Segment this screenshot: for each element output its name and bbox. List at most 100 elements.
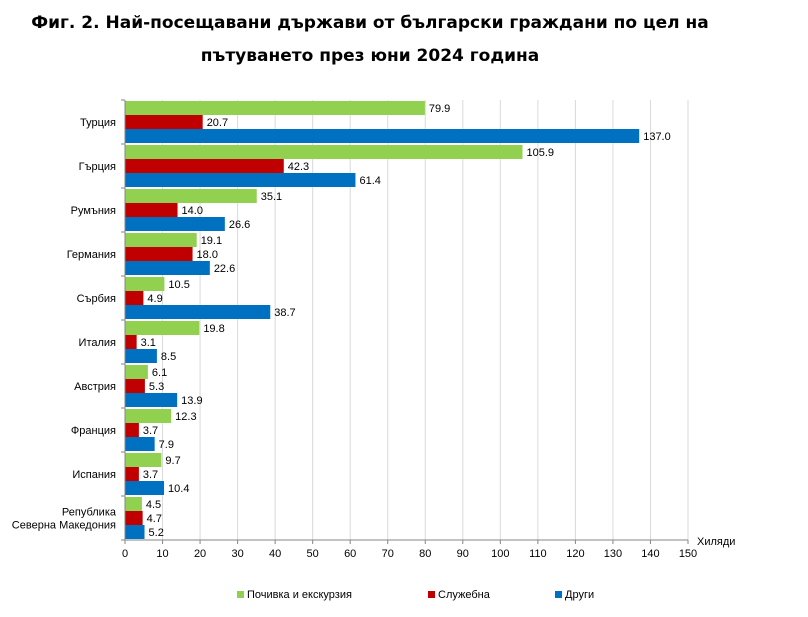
bar <box>125 101 425 115</box>
x-tick-label: 80 <box>419 548 431 560</box>
bar-value-label: 79.9 <box>429 103 450 115</box>
x-tick-label: 90 <box>457 548 469 560</box>
bar <box>125 453 162 467</box>
bar <box>125 335 137 349</box>
bar <box>125 217 225 231</box>
bar-value-label: 35.1 <box>261 191 282 203</box>
bar <box>125 525 145 539</box>
category-label: Република <box>62 507 117 519</box>
x-tick-label: 30 <box>231 548 243 560</box>
bar <box>125 277 165 291</box>
bar-value-label: 5.2 <box>149 527 164 539</box>
bar-value-label: 137.0 <box>643 131 671 143</box>
bar <box>125 467 139 481</box>
bar-value-label: 20.7 <box>207 117 228 129</box>
bar <box>125 349 157 363</box>
bar-value-label: 19.1 <box>201 235 222 247</box>
bar-value-label: 26.6 <box>229 219 250 231</box>
x-tick-label: 150 <box>679 548 697 560</box>
category-label: Румъния <box>71 205 116 217</box>
bar <box>125 511 143 525</box>
chart-title-line-2: пътуването през юни 2024 година <box>200 46 540 66</box>
category-label: Испания <box>72 469 116 481</box>
bar-value-label: 3.7 <box>143 469 158 481</box>
bar-value-label: 4.7 <box>147 513 162 525</box>
category-label: Франция <box>71 425 116 437</box>
bar-value-label: 12.3 <box>175 411 196 423</box>
bar-value-label: 3.1 <box>141 337 156 349</box>
category-label: Сърбия <box>77 293 116 305</box>
bar-value-label: 13.9 <box>181 395 202 407</box>
bar <box>125 437 155 451</box>
x-tick-label: 10 <box>156 548 168 560</box>
bar-value-label: 61.4 <box>359 175 380 187</box>
bar <box>125 481 165 495</box>
bar <box>125 365 148 379</box>
x-tick-label: 40 <box>269 548 281 560</box>
chart-title-line-1: Фиг. 2. Най-посещавани държави от българ… <box>31 13 709 33</box>
bar-value-label: 22.6 <box>214 263 235 275</box>
bar <box>125 189 257 203</box>
bars <box>125 101 640 539</box>
bar <box>125 305 271 319</box>
bar <box>125 261 210 275</box>
bar <box>125 393 178 407</box>
bar <box>125 115 203 129</box>
x-tick-label: 140 <box>641 548 659 560</box>
category-label: Германия <box>67 249 116 261</box>
bar <box>125 291 144 305</box>
gridlines <box>162 100 689 540</box>
bar-value-label: 10.4 <box>168 483 189 495</box>
x-tick-label: 50 <box>307 548 319 560</box>
legend: Почивка и екскурзия Служебна Други <box>237 589 594 601</box>
legend-swatch <box>555 591 562 598</box>
bar-value-labels: 79.9 20.7 137.0 105.9 42.3 61.4 35.1 14.0 26.6 19… <box>141 103 671 539</box>
category-labels: Турция Гърция Румъния Германия Сърбия Италия А… <box>12 117 117 532</box>
x-tick-label: 0 <box>122 548 128 560</box>
bar <box>125 173 356 187</box>
category-label: Северна Македония <box>12 520 116 532</box>
x-tick-label: 70 <box>382 548 394 560</box>
bar-value-label: 7.9 <box>159 439 174 451</box>
x-tick-label: 130 <box>604 548 622 560</box>
category-label: Турция <box>80 117 116 129</box>
bar-value-label: 19.8 <box>203 323 224 335</box>
x-tick-labels: 0 10 20 30 40 50 60 70 80 90 100 110 120 130 140 150 <box>122 548 697 560</box>
bar <box>125 159 284 173</box>
bar-value-label: 6.1 <box>152 367 167 379</box>
x-tick-label: 110 <box>529 548 547 560</box>
bar-value-label: 14.0 <box>182 205 203 217</box>
bar-value-label: 4.5 <box>146 499 161 511</box>
category-label: Италия <box>79 337 117 349</box>
category-label: Австрия <box>74 381 116 393</box>
bar <box>125 233 197 247</box>
bar <box>125 145 523 159</box>
bar <box>125 321 200 335</box>
bar-value-label: 105.9 <box>526 147 554 159</box>
x-tick-label: 100 <box>491 548 509 560</box>
bar-value-label: 8.5 <box>161 351 176 363</box>
x-tick-label: 120 <box>566 548 584 560</box>
legend-label: Почивка и екскурзия <box>247 589 352 601</box>
x-tick-label: 20 <box>194 548 206 560</box>
bar <box>125 497 142 511</box>
legend-swatch <box>237 591 244 598</box>
bar <box>125 379 145 393</box>
bar-value-label: 3.7 <box>143 425 158 437</box>
bar-value-label: 10.5 <box>168 279 189 291</box>
category-label: Гърция <box>79 161 116 173</box>
bar-value-label: 18.0 <box>197 249 218 261</box>
bar-value-label: 9.7 <box>165 455 180 467</box>
bar <box>125 203 178 217</box>
bar-value-label: 4.9 <box>147 293 162 305</box>
x-tick-label: 60 <box>344 548 356 560</box>
legend-label: Служебна <box>438 589 491 601</box>
bar <box>125 409 172 423</box>
bar-value-label: 5.3 <box>149 381 164 393</box>
axes <box>121 99 689 544</box>
legend-swatch <box>428 591 435 598</box>
bar <box>125 247 193 261</box>
bar-value-label: 42.3 <box>288 161 309 173</box>
x-axis-unit-label: Хиляди <box>697 536 735 548</box>
